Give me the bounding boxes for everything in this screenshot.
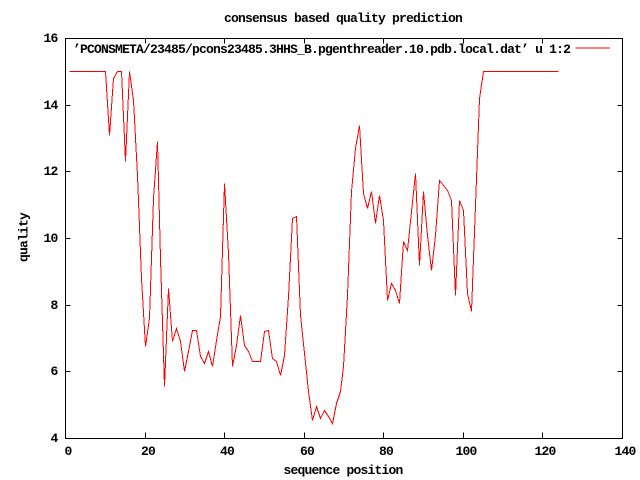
svg-text:consensus based quality predic: consensus based quality prediction <box>224 11 463 26</box>
svg-text:100: 100 <box>455 444 477 459</box>
svg-text:40: 40 <box>220 444 235 459</box>
svg-text:10: 10 <box>43 231 58 246</box>
svg-text:12: 12 <box>43 164 58 179</box>
svg-text:14: 14 <box>43 98 58 113</box>
svg-text:’PCONSMETA/23485/pcons23485.3H: ’PCONSMETA/23485/pcons23485.3HHS_B.pgent… <box>73 42 571 57</box>
svg-text:6: 6 <box>50 364 58 379</box>
svg-text:sequence position: sequence position <box>283 463 403 478</box>
svg-text:16: 16 <box>43 31 58 46</box>
svg-text:4: 4 <box>50 431 58 446</box>
svg-text:60: 60 <box>300 444 315 459</box>
svg-text:140: 140 <box>614 444 636 459</box>
svg-text:8: 8 <box>50 298 58 313</box>
svg-text:0: 0 <box>64 444 72 459</box>
svg-text:quality: quality <box>17 212 32 262</box>
svg-text:120: 120 <box>534 444 556 459</box>
svg-text:80: 80 <box>379 444 394 459</box>
svg-text:20: 20 <box>141 444 156 459</box>
